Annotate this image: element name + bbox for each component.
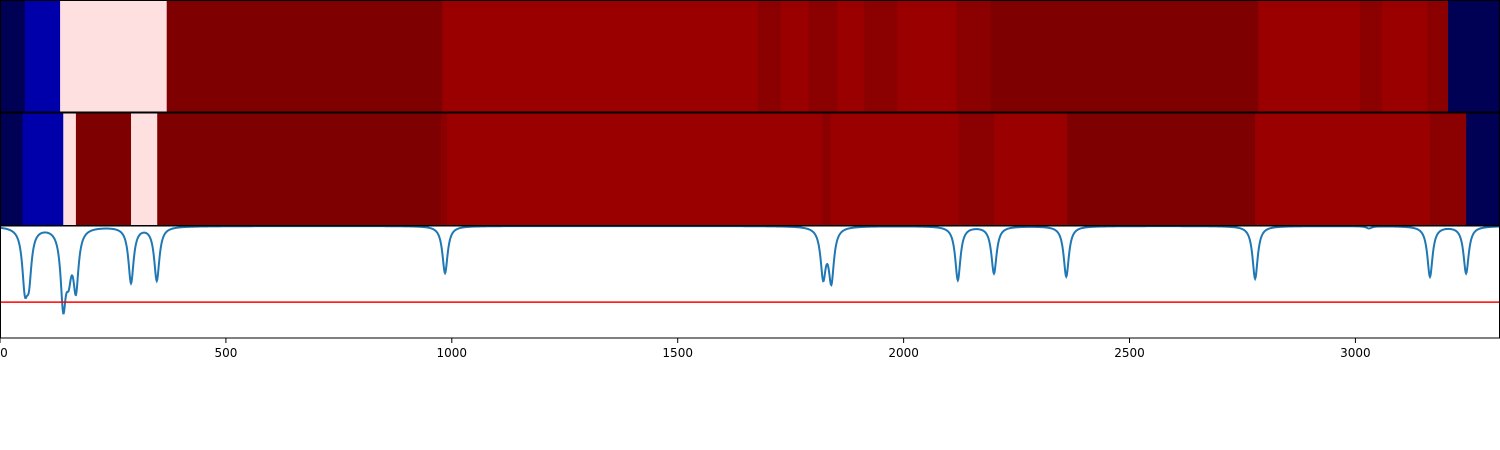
row-1-segment-9	[864, 0, 898, 112]
heatmap-row-2	[0, 113, 1500, 226]
row-1-segment-14	[1359, 0, 1383, 112]
row-2-segment-7	[447, 113, 823, 226]
x-tick-label-1000: 1000	[437, 346, 468, 360]
x-tick-label-3000: 3000	[1340, 346, 1371, 360]
x-tick-label-0: 0	[0, 346, 8, 360]
row-1-segment-13	[1258, 0, 1361, 112]
row-1-segment-3	[166, 0, 443, 112]
row-2-segment-3	[75, 113, 132, 226]
x-tick-label-2000: 2000	[888, 346, 919, 360]
row-1-segment-6	[780, 0, 810, 112]
row-2-segment-12	[1067, 113, 1256, 226]
row-1-segment-7	[808, 0, 838, 112]
row-2-segment-11	[993, 113, 1068, 226]
x-axis: 0 500 1000 1500 2000 2500 3000	[0, 338, 1371, 360]
row-1-segment-12	[990, 0, 1259, 112]
row-1-segment-5	[757, 0, 782, 112]
heatmap-row-1	[0, 0, 1500, 112]
row-2-segment-5	[157, 113, 442, 226]
row-2-segment-2	[63, 113, 77, 226]
row-2-segment-4	[131, 113, 158, 226]
row-2-segment-6	[440, 113, 448, 226]
row-1-segment-0	[0, 0, 26, 112]
row-2-segment-8	[822, 113, 831, 226]
row-2-segment-13	[1255, 113, 1431, 226]
x-tick-label-1500: 1500	[662, 346, 693, 360]
line-plot-background	[0, 226, 1500, 338]
row-2-segment-14	[1429, 113, 1467, 226]
row-1-segment-15	[1381, 0, 1428, 112]
row-1-segment-2	[60, 0, 168, 112]
row-2-segment-15	[1466, 113, 1500, 226]
x-tick-label-2500: 2500	[1114, 346, 1145, 360]
row-1-segment-1	[24, 0, 61, 112]
row-2-segment-0	[0, 113, 24, 226]
row-1-segment-16	[1427, 0, 1449, 112]
row-1-segment-17	[1448, 0, 1500, 112]
row-1-segment-10	[897, 0, 957, 112]
row-1-segment-4	[442, 0, 759, 112]
x-tick-label-500: 500	[214, 346, 237, 360]
row-2-segment-9	[830, 113, 960, 226]
row-2-segment-1	[22, 113, 64, 226]
line-plot-panel	[0, 225, 1500, 338]
row-2-segment-10	[958, 113, 995, 226]
row-1-segment-11	[956, 0, 992, 112]
row-1-segment-8	[837, 0, 865, 112]
